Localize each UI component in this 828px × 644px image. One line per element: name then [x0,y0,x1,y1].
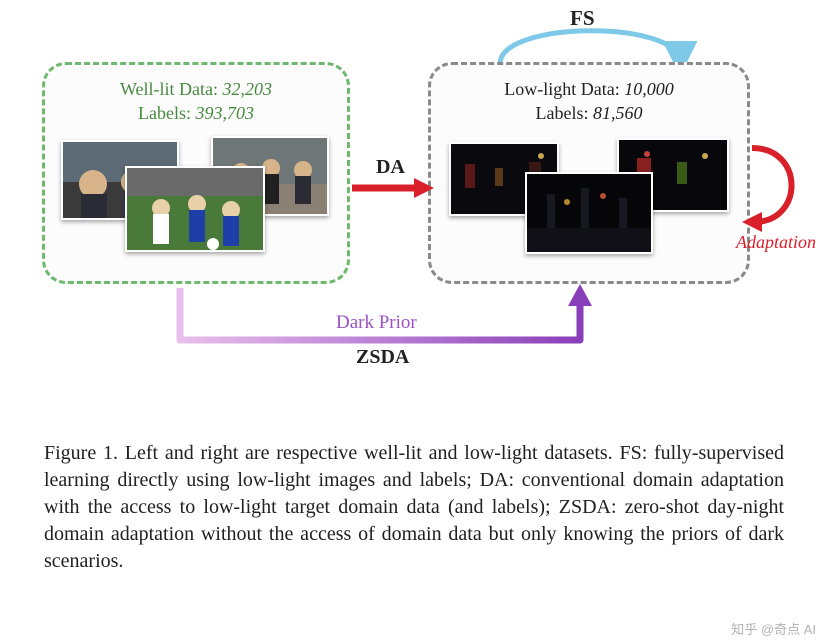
thumb-lowlight-3 [525,172,653,254]
left-images [61,136,331,254]
figure-caption: Figure 1. Left and right are respective … [44,440,784,575]
left-box: Well-lit Data: 32,203 Labels: 393,703 [42,62,350,284]
right-data-value: 10,000 [624,79,674,99]
zsda-label: ZSDA [356,346,409,369]
left-title-1: Well-lit Data: 32,203 [61,77,331,101]
left-labels-value: 393,703 [195,103,254,123]
thumb-welllit-3 [125,166,265,252]
watermark: 知乎 @奇点 AI [731,619,816,638]
right-title-2: Labels: 81,560 [447,101,731,125]
da-label: DA [376,156,405,179]
right-box: Low-light Data: 10,000 Labels: 81,560 [428,62,750,284]
left-title-2: Labels: 393,703 [61,101,331,125]
right-data-prefix: Low-light Data: [504,79,624,99]
darkprior-label: Dark Prior [336,312,417,334]
diagram-area: FS Well-lit Data: 32,203 Labels: 393,703 [0,0,828,430]
right-title-1: Low-light Data: 10,000 [447,77,731,101]
fs-label: FS [570,6,595,31]
left-data-value: 32,203 [223,79,273,99]
left-labels-prefix: Labels: [138,103,195,123]
right-labels-value: 81,560 [593,103,643,123]
left-data-prefix: Well-lit Data: [120,79,223,99]
right-images [447,136,731,254]
right-labels-prefix: Labels: [536,103,593,123]
